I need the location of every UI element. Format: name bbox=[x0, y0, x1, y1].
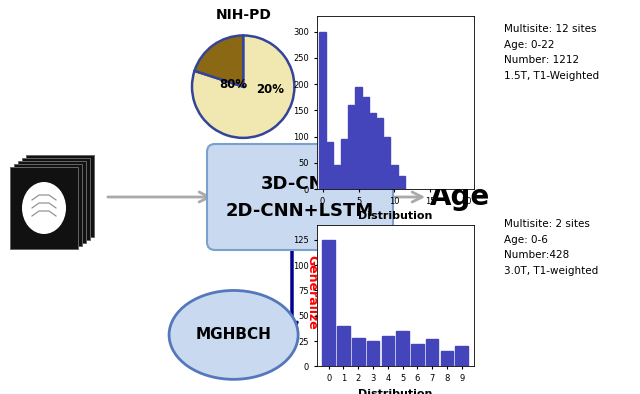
Ellipse shape bbox=[22, 182, 66, 234]
Bar bbox=[323, 240, 335, 366]
Text: Multisite: 12 sites
Age: 0-22
Number: 1212
1.5T, T1-Weighted: Multisite: 12 sites Age: 0-22 Number: 12… bbox=[504, 24, 599, 81]
Bar bbox=[355, 87, 362, 189]
Text: Train: Train bbox=[246, 182, 259, 217]
Bar bbox=[348, 105, 355, 189]
Text: 20%: 20% bbox=[256, 83, 284, 96]
Bar bbox=[392, 165, 397, 189]
X-axis label: Distribution: Distribution bbox=[358, 211, 433, 221]
Text: 2D-CNN+LSTM: 2D-CNN+LSTM bbox=[226, 202, 374, 220]
Bar bbox=[367, 341, 380, 366]
FancyBboxPatch shape bbox=[18, 161, 86, 243]
Bar bbox=[363, 97, 369, 189]
Text: Age: Age bbox=[430, 183, 490, 211]
Bar bbox=[384, 137, 390, 189]
Bar bbox=[411, 344, 424, 366]
Text: Test: Test bbox=[326, 186, 339, 214]
X-axis label: Distribution: Distribution bbox=[358, 388, 433, 394]
FancyBboxPatch shape bbox=[22, 158, 90, 240]
Bar bbox=[337, 326, 349, 366]
Bar bbox=[396, 331, 409, 366]
Bar bbox=[370, 113, 376, 189]
Bar bbox=[334, 165, 340, 189]
Text: Multisite: 2 sites
Age: 0-6
Number:428
3.0T, T1-weighted: Multisite: 2 sites Age: 0-6 Number:428 3… bbox=[504, 219, 598, 276]
Bar bbox=[352, 338, 365, 366]
Wedge shape bbox=[192, 35, 294, 138]
Text: 80%: 80% bbox=[219, 78, 247, 91]
FancyBboxPatch shape bbox=[26, 155, 94, 237]
Bar bbox=[377, 118, 383, 189]
FancyBboxPatch shape bbox=[10, 167, 78, 249]
FancyBboxPatch shape bbox=[14, 164, 82, 246]
Text: Generalize: Generalize bbox=[305, 255, 319, 329]
Wedge shape bbox=[195, 35, 243, 87]
Bar bbox=[456, 346, 468, 366]
Bar bbox=[426, 339, 438, 366]
Bar bbox=[326, 142, 333, 189]
Bar bbox=[341, 139, 347, 189]
Text: MGHBCH: MGHBCH bbox=[196, 327, 271, 342]
Bar bbox=[399, 176, 404, 189]
Bar bbox=[441, 351, 453, 366]
Bar bbox=[319, 32, 326, 189]
Title: NIH-PD: NIH-PD bbox=[215, 7, 271, 22]
Ellipse shape bbox=[169, 290, 298, 379]
Text: 3D-CNN: 3D-CNN bbox=[260, 175, 339, 193]
FancyBboxPatch shape bbox=[207, 144, 393, 250]
Bar bbox=[381, 336, 394, 366]
